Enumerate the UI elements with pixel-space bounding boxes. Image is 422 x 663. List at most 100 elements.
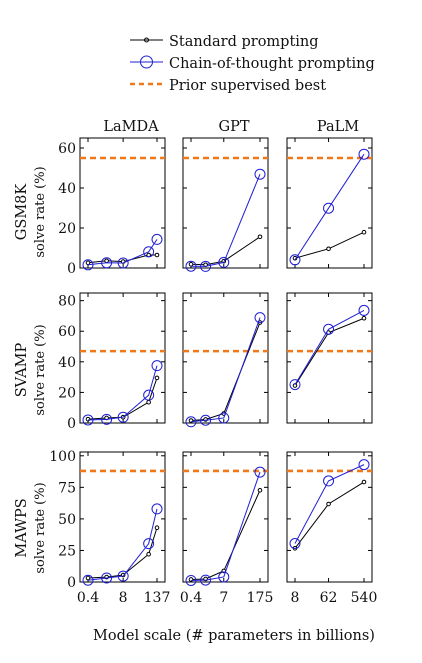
y-tick-label: 20 — [58, 221, 76, 237]
panel-gsm8k-lamda: 0 20 40 60 — [58, 137, 166, 277]
cot-point — [185, 574, 197, 586]
panel-gsm8k-palm — [286, 137, 373, 269]
cot-point — [218, 571, 230, 583]
cot-point — [185, 416, 197, 428]
panel-svamp-gpt — [182, 292, 269, 428]
cot-point — [218, 412, 230, 424]
panel-frame — [182, 137, 269, 269]
standard-point — [154, 375, 160, 381]
standard-point — [154, 525, 160, 531]
x-tick-label: 62 — [320, 590, 338, 606]
legend-standard-marker — [144, 37, 149, 43]
x-tick-label: 0.4 — [180, 590, 202, 606]
x-tick-label: 540 — [351, 590, 378, 606]
cot-line — [294, 309, 365, 385]
cot-line — [294, 153, 365, 261]
cot-point — [101, 572, 113, 584]
row-title-gsm8k: GSM8K — [14, 183, 30, 241]
standard-point — [326, 246, 331, 252]
standard-line — [294, 481, 365, 549]
standard-point — [257, 234, 263, 240]
standard-line — [87, 527, 158, 579]
panel-mawps-palm: 8 62 540 — [286, 451, 378, 606]
standard-line — [190, 322, 261, 422]
cot-line — [87, 365, 158, 421]
cot-point — [358, 148, 370, 160]
y-tick-label: 60 — [58, 141, 76, 157]
cot-point — [289, 538, 301, 550]
y-tick-label: 75 — [58, 480, 76, 496]
x-tick-label: 175 — [247, 590, 274, 606]
cot-point — [323, 202, 335, 214]
cot-point — [200, 574, 212, 586]
cot-point — [323, 323, 335, 335]
panel-svamp-lamda: 0 20 40 60 80 — [58, 292, 166, 432]
cot-point — [358, 459, 370, 471]
y-tick-label: 25 — [58, 543, 76, 559]
standard-line — [190, 236, 261, 266]
cot-line — [190, 471, 261, 581]
y-tick-label: 0 — [67, 416, 76, 432]
legend-standard-label: Standard prompting — [169, 34, 319, 50]
cot-point — [151, 360, 163, 372]
standard-point — [154, 252, 160, 258]
panel-frame — [286, 292, 373, 424]
standard-point — [361, 479, 367, 485]
cot-point — [254, 312, 266, 324]
y-tick-label: 20 — [58, 385, 76, 401]
cot-point — [200, 260, 212, 272]
standard-point — [104, 258, 109, 264]
cot-point — [289, 379, 301, 391]
cot-point — [101, 413, 113, 425]
y-tick-label: 100 — [49, 449, 76, 465]
standard-point — [85, 416, 91, 422]
panel-frame — [182, 292, 269, 424]
panel-mawps-lamda: 0 25 50 75 100 0.4 8 137 — [49, 449, 170, 606]
standard-line — [87, 377, 158, 420]
y-tick-label: 80 — [58, 294, 76, 310]
standard-point — [85, 260, 91, 266]
panel-frame — [79, 292, 166, 424]
x-tick-label: 8 — [291, 590, 300, 606]
legend-cot-marker — [140, 55, 153, 69]
standard-point — [188, 261, 194, 267]
standard-point — [361, 229, 367, 235]
cot-point — [143, 389, 155, 401]
cot-point — [323, 475, 335, 487]
cot-point — [143, 246, 155, 258]
cot-line — [190, 174, 261, 267]
panel-frame — [286, 451, 373, 583]
y-tick-label: 0 — [67, 261, 76, 277]
legend-cot-label: Chain-of-thought prompting — [169, 56, 375, 72]
panel-frame — [286, 137, 373, 269]
y-tick-label: 40 — [58, 355, 76, 371]
panel-gsm8k-gpt — [182, 137, 269, 272]
standard-point — [326, 501, 331, 507]
standard-line — [190, 490, 261, 580]
x-tick-label: 0.4 — [77, 590, 99, 606]
row-title-mawps: MAWPS — [14, 498, 30, 557]
legend: Standard prompting Chain-of-thought prom… — [130, 34, 375, 94]
panel-svamp-palm — [286, 292, 373, 424]
standard-line — [294, 231, 365, 259]
column-title-lamda: LaMDA — [103, 119, 159, 135]
cot-point — [218, 256, 230, 268]
row-title-svamp: SVAMP — [14, 343, 30, 398]
cot-point — [151, 503, 163, 515]
panel-frame — [79, 451, 166, 583]
row-ylabel-svamp: solve rate (%) — [33, 324, 48, 415]
cot-point — [82, 574, 94, 586]
column-title-gpt: GPT — [218, 119, 249, 135]
y-tick-label: 40 — [58, 181, 76, 197]
cot-point — [82, 414, 94, 426]
standard-point — [146, 399, 151, 405]
y-tick-label: 60 — [58, 324, 76, 340]
standard-point — [85, 575, 91, 581]
y-tick-label: 50 — [58, 512, 76, 528]
cot-point — [200, 414, 212, 426]
cot-point — [358, 304, 370, 316]
cot-point — [82, 259, 94, 271]
row-ylabel-mawps: solve rate (%) — [33, 482, 48, 573]
column-title-palm: PaLM — [317, 119, 359, 135]
